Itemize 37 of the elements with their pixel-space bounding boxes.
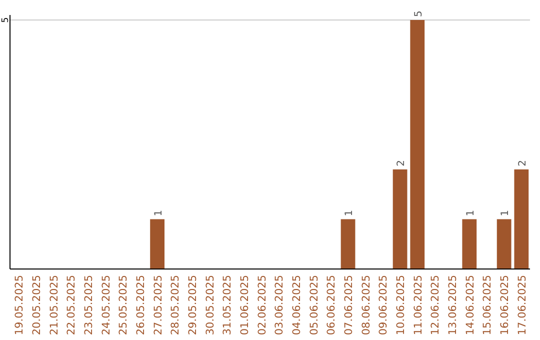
x-tick-label: 03.06.2025 [274,275,286,336]
x-tick-label: 07.06.2025 [343,275,356,336]
x-tick-label: 28.05.2025 [170,275,182,336]
x-tick-label: 20.05.2025 [30,275,43,336]
data-label: 5 [413,10,424,17]
x-tick-label: 24.05.2025 [100,275,112,336]
x-tick-label: 30.05.2025 [204,275,216,336]
x-tick-label: 13.06.2025 [447,275,460,336]
x-tick-label: 11.06.2025 [412,275,424,336]
x-tick-label: 29.05.2025 [186,275,199,336]
x-tick-label: 12.06.2025 [430,275,442,336]
x-tick-label: 09.06.2025 [378,275,390,336]
x-tick-label: 25.05.2025 [118,275,130,336]
x-tick-label: 05.06.2025 [308,275,320,336]
x-tick-label: 23.05.2025 [82,275,95,336]
x-tick-label: 19.05.2025 [14,275,26,336]
x-tick-label: 26.05.2025 [134,275,147,336]
x-tick-label: 10.06.2025 [395,275,408,336]
x-tick-label: 04.06.2025 [291,275,304,336]
x-tick-label: 22.05.2025 [66,275,78,336]
data-label: 1 [344,210,356,216]
data-label: 1 [153,210,164,216]
data-label: 1 [500,210,512,216]
x-tick-label: 17.06.2025 [516,275,528,336]
x-tick-label: 02.06.2025 [256,275,268,336]
x-tick-label: 14.06.2025 [464,275,476,336]
x-tick-label: 31.05.2025 [222,275,234,336]
data-label: 1 [465,210,476,216]
x-tick-label: 27.05.2025 [152,275,164,336]
data-label: 2 [517,160,528,166]
x-tick-label: 15.06.2025 [482,275,494,336]
x-tick-label: 08.06.2025 [360,275,372,336]
x-tick-label: 21.05.2025 [48,275,60,336]
x-tick-label: 16.06.2025 [499,275,512,336]
x-tick-label: 01.06.2025 [238,275,251,336]
x-tick-label: 06.06.2025 [326,275,338,336]
data-label: 2 [396,160,408,166]
